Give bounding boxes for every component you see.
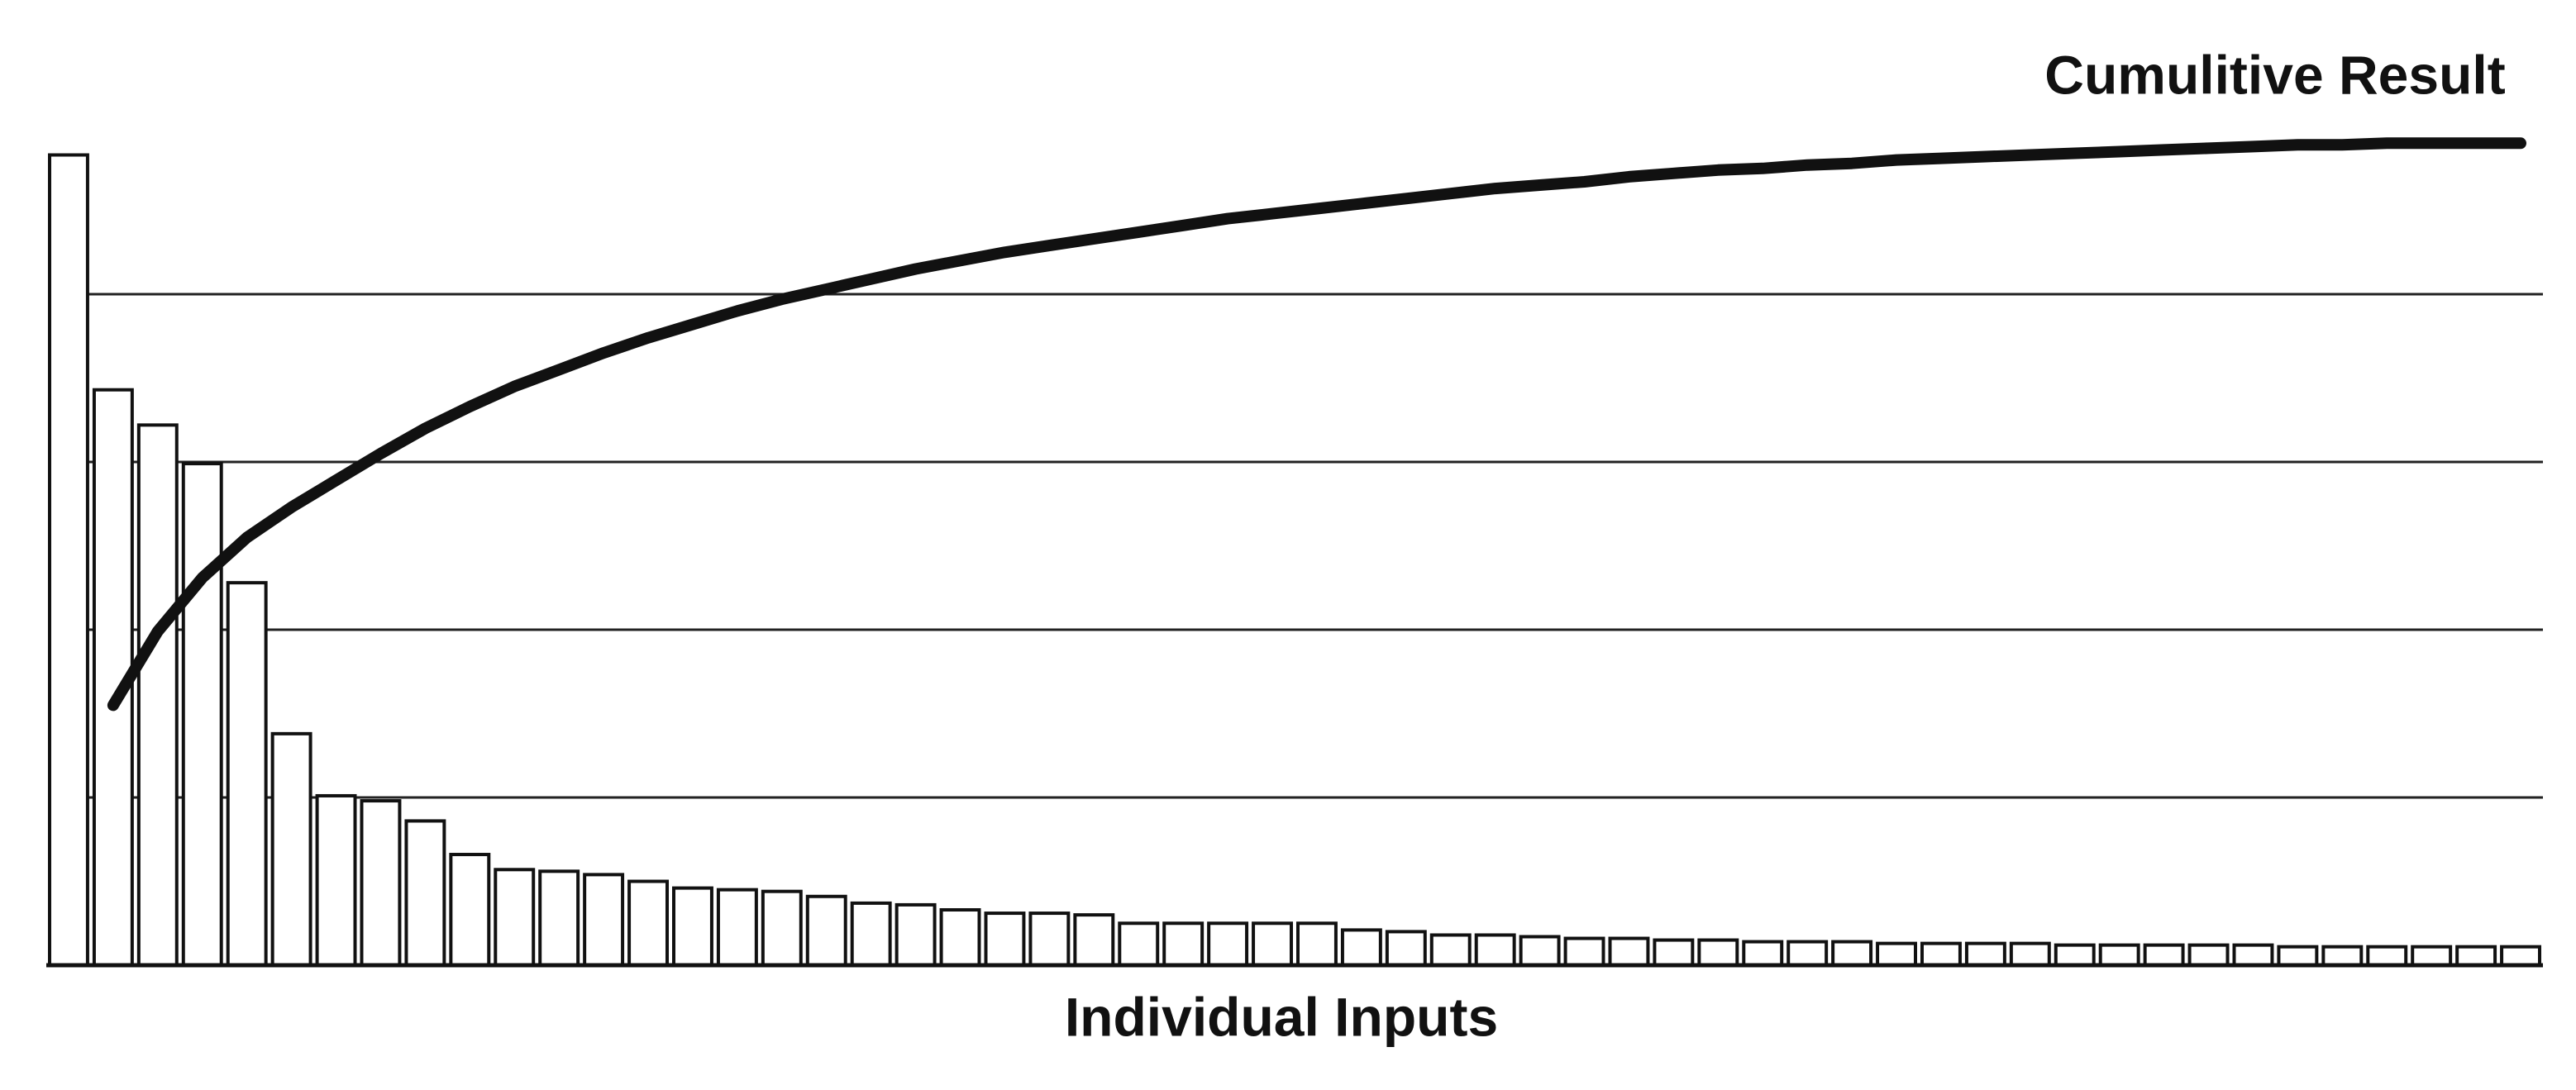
bar (1252, 921, 1293, 967)
bar (2143, 943, 2185, 968)
x-axis-label: Individual Inputs (1065, 986, 1498, 1047)
bar (1385, 930, 1427, 968)
bar (1608, 936, 1650, 968)
bar (1429, 933, 1472, 967)
bar (1697, 938, 1739, 968)
bar (1876, 941, 1918, 967)
bar (2232, 943, 2274, 968)
bar (1831, 940, 1873, 967)
bar (894, 902, 937, 968)
bar (1028, 912, 1071, 967)
bar (761, 889, 803, 968)
bar (181, 462, 223, 967)
bar (1653, 938, 1695, 968)
bar (984, 912, 1026, 967)
bar (2411, 945, 2453, 968)
bar (1118, 921, 1160, 967)
bar (494, 868, 536, 968)
bar (1162, 921, 1205, 967)
bar (1340, 928, 1382, 967)
bar (1519, 935, 1561, 967)
bar (1474, 933, 1516, 967)
bar (805, 894, 847, 968)
bar (404, 819, 446, 967)
bar (939, 908, 981, 968)
bar (270, 731, 312, 967)
bar (360, 799, 402, 967)
bar (1073, 913, 1115, 967)
bar (2187, 943, 2230, 968)
bar (136, 423, 179, 967)
bar (2366, 945, 2408, 968)
bar (449, 853, 491, 968)
bar (1207, 921, 1249, 967)
bar (583, 873, 625, 968)
bar (2054, 943, 2096, 968)
bar (538, 869, 580, 967)
bar (2500, 945, 2542, 968)
bar (672, 886, 713, 967)
bar (850, 901, 892, 968)
bar (627, 879, 669, 967)
bar (1296, 921, 1338, 967)
bar (226, 581, 268, 967)
bar (1563, 936, 1605, 968)
bar (315, 793, 357, 967)
bar (2009, 941, 2051, 967)
bar (2098, 943, 2140, 968)
bar (2455, 945, 2497, 968)
bar (48, 153, 89, 967)
bar (1787, 940, 1829, 967)
cumulative-line (107, 137, 2526, 712)
bar (2321, 945, 2364, 968)
bar (1964, 941, 2006, 967)
line-label: Cumulitive Result (2044, 44, 2505, 105)
bar (1920, 941, 1962, 967)
bar (1742, 940, 1784, 967)
bar (716, 888, 758, 968)
bar (2277, 945, 2319, 968)
